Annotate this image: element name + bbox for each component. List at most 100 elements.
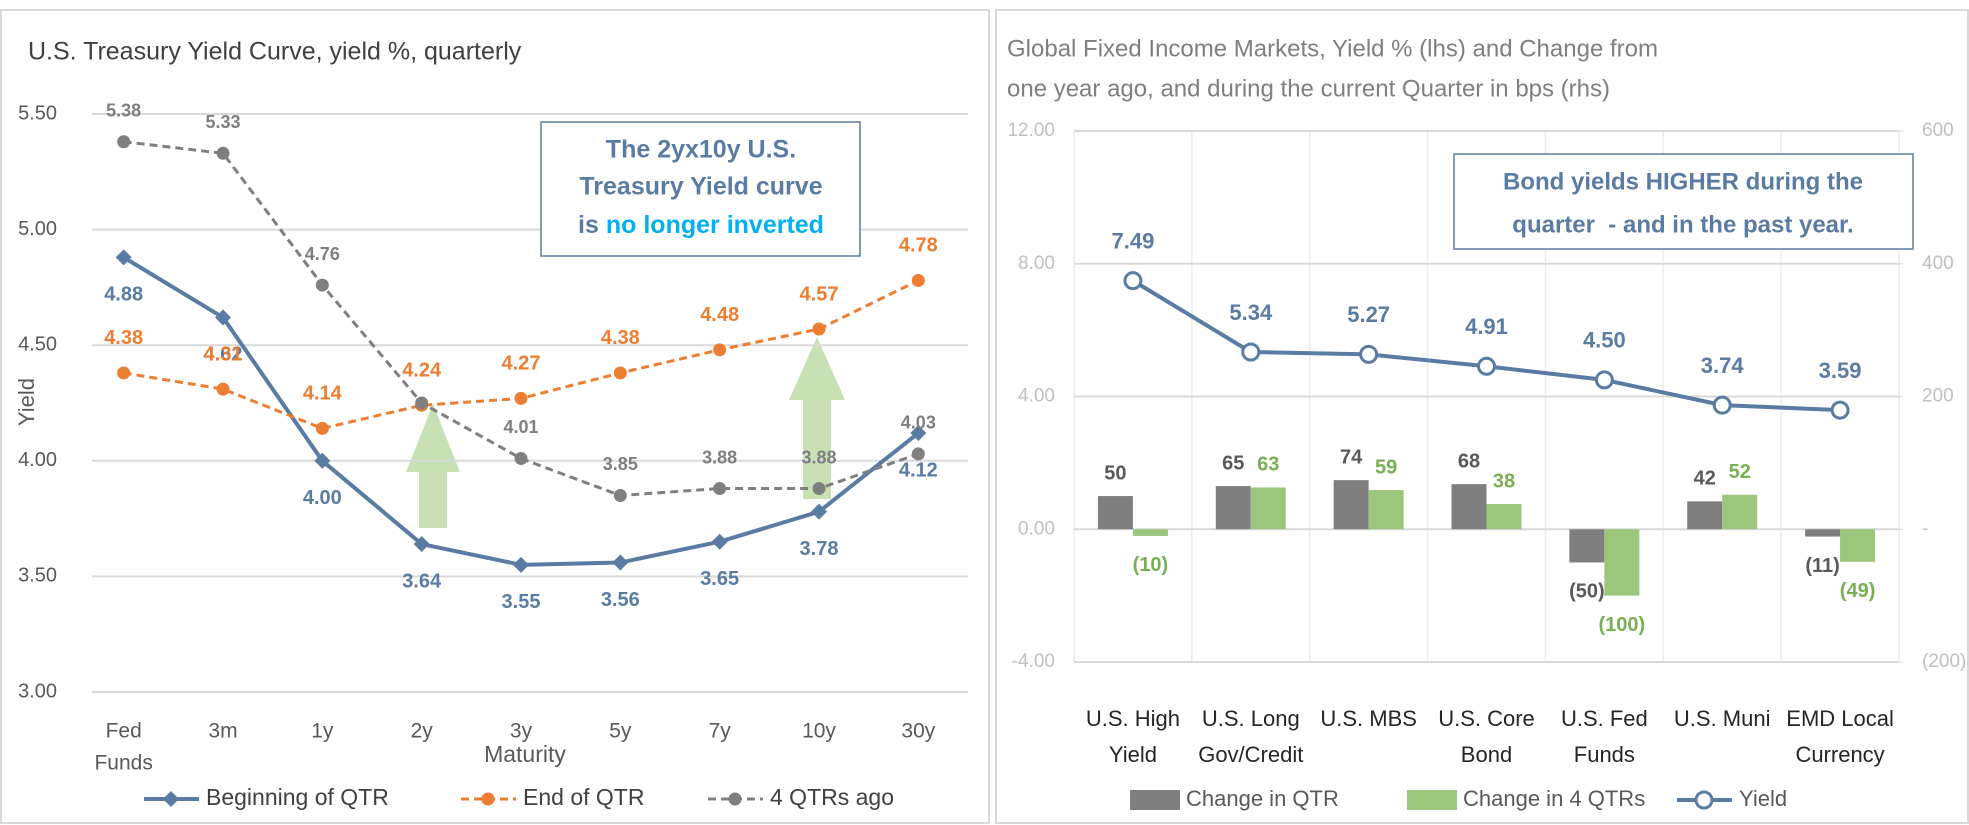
marker (1123, 271, 1143, 291)
annotation-text: is no longer inverted (578, 211, 824, 239)
marker (514, 451, 528, 465)
marker (314, 452, 331, 469)
chart-title: one year ago, and during the current Qua… (1007, 75, 1610, 102)
marker (413, 536, 430, 553)
data-label: 4.88 (104, 284, 143, 306)
right-panel (995, 9, 1969, 824)
y-tick-label: 4.00 (18, 449, 57, 471)
legend-marker (481, 792, 495, 806)
marker (1594, 370, 1614, 390)
bar (1451, 484, 1487, 530)
marker (215, 309, 231, 326)
data-label: 4.57 (800, 283, 839, 305)
data-label: 68 (1458, 450, 1480, 472)
x-tick-label: 7y (709, 720, 732, 743)
x-tick-label: 10y (802, 720, 836, 743)
x-tick-label: Funds (1574, 742, 1635, 767)
legend-marker (728, 792, 742, 806)
marker (117, 366, 131, 380)
y-tick-label: 0.00 (1018, 518, 1055, 539)
y-tick-label: 3.50 (18, 565, 57, 587)
data-label: 3.78 (800, 538, 839, 560)
marker (812, 322, 826, 336)
data-label: 3.56 (601, 589, 640, 611)
marker (513, 556, 529, 573)
data-label: 42 (1694, 468, 1716, 490)
marker (117, 135, 131, 149)
marker (911, 273, 925, 287)
y2-tick-label: 400 (1922, 253, 1954, 274)
data-label: 4.91 (1465, 314, 1508, 339)
bar (1805, 529, 1841, 537)
legend-label: Yield (1739, 786, 1787, 811)
x-tick-label: U.S. Fed (1561, 706, 1648, 731)
y-tick-label: 4.00 (1018, 386, 1055, 407)
data-label: 4.27 (502, 353, 541, 375)
x-tick-label: 3y (510, 720, 533, 743)
legend-marker (1694, 790, 1714, 810)
annotation-text: The 2yx10y U.S. (606, 136, 796, 164)
legend-marker (163, 791, 179, 807)
data-label: 65 (1222, 452, 1244, 474)
marker (1830, 400, 1850, 420)
chart-title: Global Fixed Income Markets, Yield % (lh… (1007, 35, 1658, 62)
data-label: 4.50 (1583, 328, 1626, 353)
bar (1132, 529, 1168, 536)
legend-swatch (1407, 790, 1457, 810)
y-axis-label: Yield (14, 378, 39, 426)
marker (713, 482, 727, 496)
marker (415, 396, 429, 410)
data-label: 63 (1257, 454, 1279, 476)
annotation-text: Treasury Yield curve (579, 173, 822, 201)
marker (216, 382, 230, 396)
marker (1712, 395, 1732, 415)
x-tick-label: 1y (311, 720, 334, 743)
x-tick-label: Yield (1109, 742, 1157, 767)
data-label: (49) (1840, 580, 1876, 602)
marker (115, 249, 132, 266)
x-tick-label: Gov/Credit (1198, 742, 1303, 767)
data-label: 3.85 (603, 454, 638, 474)
marker (612, 554, 629, 571)
y2-tick-label: 600 (1922, 120, 1954, 141)
x-tick-label: 2y (411, 720, 434, 743)
x-tick-label: U.S. High (1086, 706, 1180, 731)
data-label: 4.38 (601, 327, 640, 349)
marker (910, 425, 927, 442)
x-tick-label: 3m (208, 720, 237, 743)
data-label: 3.64 (402, 570, 442, 592)
x-tick-label: Fed (106, 720, 142, 743)
data-label: (10) (1133, 554, 1169, 576)
annotation-box (540, 121, 861, 257)
y2-tick-label: (200) (1922, 651, 1966, 672)
bar (1368, 490, 1404, 530)
x-tick-label: EMD Local (1786, 706, 1894, 731)
bar (1569, 529, 1605, 563)
data-label: 3.88 (702, 447, 737, 467)
annotation-text: quarter - and in the past year. (1512, 211, 1853, 238)
x-tick-label: Currency (1795, 742, 1884, 767)
x-tick-label: 30y (901, 720, 935, 743)
data-label: (100) (1599, 614, 1646, 636)
data-label: 5.27 (1347, 302, 1390, 327)
x-tick-label: U.S. Core (1438, 706, 1535, 731)
data-label: 3.88 (801, 447, 836, 467)
data-label: 4.00 (303, 487, 342, 509)
chart-title: U.S. Treasury Yield Curve, yield %, quar… (28, 38, 522, 66)
x-axis-label: Maturity (484, 741, 566, 767)
data-label: 4.38 (104, 327, 143, 349)
marker (315, 278, 329, 292)
data-label: 3.59 (1819, 358, 1862, 383)
data-label: 74 (1340, 446, 1363, 468)
bar (1687, 501, 1723, 530)
y-tick-label: -4.00 (1012, 651, 1055, 672)
arrow (406, 404, 460, 528)
bar (1840, 529, 1876, 562)
data-label: 4.14 (303, 383, 343, 405)
legend-label: 4 QTRs ago (770, 784, 894, 810)
y-tick-label: 5.00 (18, 218, 57, 240)
bar (1333, 480, 1369, 530)
data-label: 4.24 (402, 360, 442, 382)
bar (1604, 529, 1640, 596)
